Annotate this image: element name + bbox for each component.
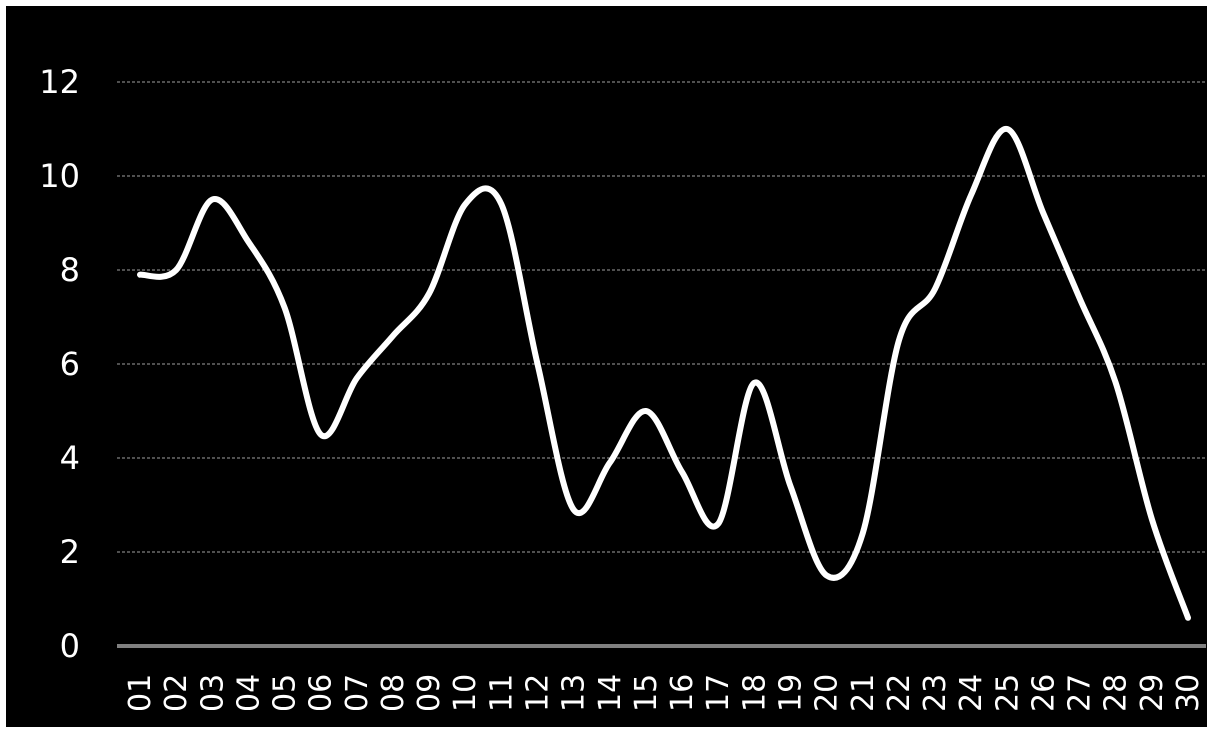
y-axis-ticks: 0 2 4 6 8 10 12 bbox=[39, 63, 80, 665]
x-tick-label: 30 bbox=[1171, 674, 1206, 712]
y-tick-label: 2 bbox=[60, 533, 80, 571]
x-tick-label: 19 bbox=[773, 674, 808, 712]
x-tick-label: 04 bbox=[231, 674, 266, 712]
x-tick-label: 18 bbox=[737, 674, 772, 712]
x-tick-label: 29 bbox=[1135, 674, 1170, 712]
x-tick-label: 06 bbox=[304, 674, 339, 712]
x-tick-label: 15 bbox=[629, 674, 664, 712]
x-tick-label: 21 bbox=[846, 674, 881, 712]
x-tick-label: 01 bbox=[123, 674, 158, 712]
x-tick-label: 14 bbox=[593, 674, 628, 712]
x-tick-label: 10 bbox=[448, 674, 483, 712]
x-tick-label: 27 bbox=[1063, 674, 1098, 712]
y-tick-label: 0 bbox=[60, 627, 80, 665]
x-tick-label: 12 bbox=[521, 674, 556, 712]
x-tick-label: 02 bbox=[159, 674, 194, 712]
y-tick-label: 12 bbox=[39, 63, 80, 101]
x-axis-ticks: 01 02 03 04 05 06 07 08 09 10 11 12 13 14 15 16 17 18 19 20… bbox=[123, 674, 1206, 712]
gridlines bbox=[117, 81, 1206, 553]
x-tick-label: 03 bbox=[195, 674, 230, 712]
x-tick-label: 22 bbox=[882, 674, 917, 712]
series-lines bbox=[137, 126, 1191, 621]
x-tick-label: 23 bbox=[918, 674, 953, 712]
x-tick-label: 05 bbox=[268, 674, 303, 712]
x-tick-label: 25 bbox=[990, 674, 1025, 712]
y-tick-label: 8 bbox=[60, 251, 80, 289]
x-tick-label: 16 bbox=[665, 674, 700, 712]
x-tick-label: 24 bbox=[954, 674, 989, 712]
y-tick-label: 10 bbox=[39, 157, 80, 195]
x-tick-label: 17 bbox=[701, 674, 736, 712]
x-tick-label: 11 bbox=[484, 674, 519, 712]
x-tick-label: 09 bbox=[412, 674, 447, 712]
y-tick-label: 4 bbox=[60, 439, 80, 477]
x-tick-label: 08 bbox=[376, 674, 411, 712]
x-tick-label: 28 bbox=[1099, 674, 1134, 712]
x-tick-label: 26 bbox=[1026, 674, 1061, 712]
x-tick-label: 13 bbox=[557, 674, 592, 712]
series-line bbox=[137, 126, 1191, 621]
y-tick-label: 6 bbox=[60, 345, 80, 383]
x-tick-label: 20 bbox=[810, 674, 845, 712]
x-tick-label: 07 bbox=[340, 674, 375, 712]
